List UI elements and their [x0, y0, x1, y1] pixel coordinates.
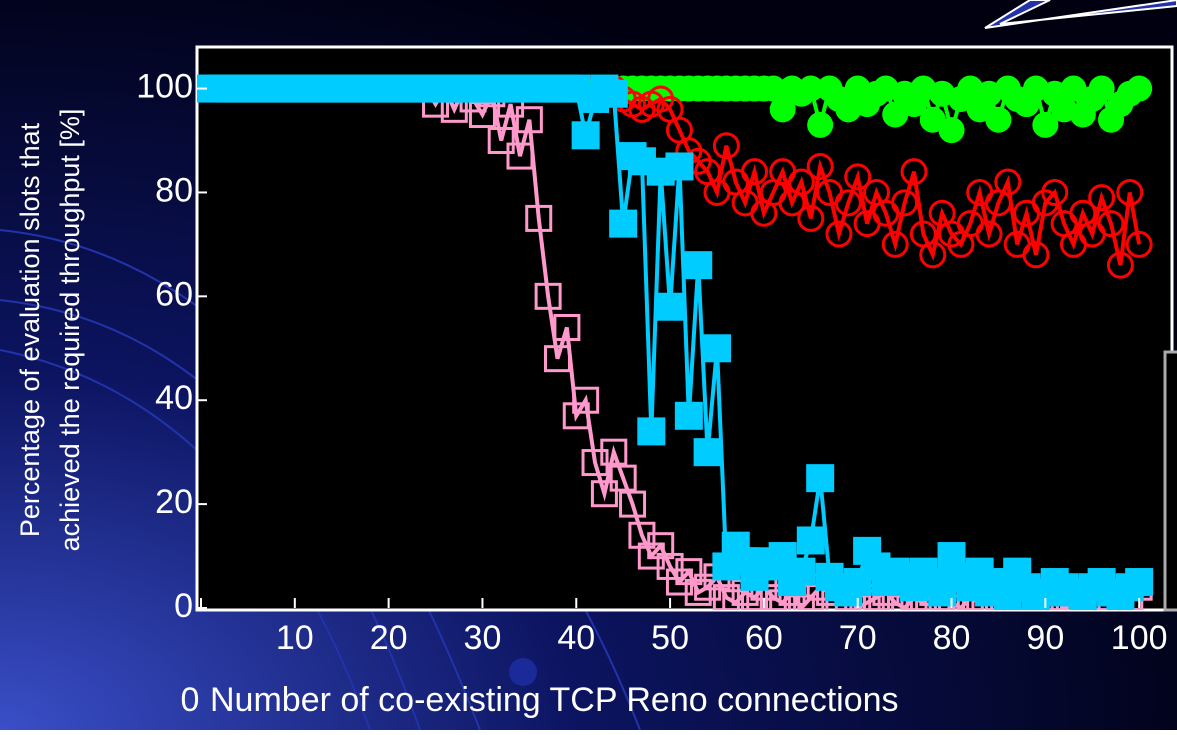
data-point [806, 464, 834, 492]
y-tick-label: 80 [155, 171, 193, 209]
data-point [572, 121, 600, 149]
y-tick-label: 60 [155, 275, 193, 313]
x-tick-label: 40 [557, 619, 595, 657]
x-axis-title: Number of co-existing TCP Reno connectio… [210, 681, 899, 719]
data-point [985, 107, 1011, 133]
y-axis-title: Percentage of evaluation slots that [15, 122, 45, 537]
legend-box [1165, 352, 1177, 610]
x-tick-label: 100 [1111, 619, 1168, 657]
data-point [656, 293, 684, 321]
data-point [703, 334, 731, 362]
y-tick-label: 0 [174, 587, 193, 625]
data-point [807, 112, 833, 138]
x-tick-label: 30 [464, 619, 502, 657]
data-point [637, 417, 665, 445]
x-tick-label: 80 [933, 619, 971, 657]
x-tick-label: 70 [839, 619, 877, 657]
x-tick-label: 20 [370, 619, 408, 657]
y-tick-label: 20 [155, 483, 193, 521]
x-tick-label: 0 [181, 681, 200, 719]
data-point [675, 402, 703, 430]
data-point [1125, 568, 1153, 596]
x-tick-label: 50 [651, 619, 689, 657]
y-axis-title: achieved the required throughput [%] [55, 109, 85, 552]
y-tick-label: 40 [155, 379, 193, 417]
data-point [797, 526, 825, 554]
x-tick-label: 10 [276, 619, 314, 657]
data-point [787, 558, 815, 586]
data-point [684, 251, 712, 279]
data-point [694, 438, 722, 466]
x-tick-label: 90 [1026, 619, 1064, 657]
x-tick-label: 60 [745, 619, 783, 657]
data-point [600, 80, 628, 108]
chart: Percentage of evaluation slots that achi… [0, 0, 1177, 730]
page: {"chart_data": {"type": "line", "xlabel"… [0, 0, 1177, 730]
data-point [609, 210, 637, 238]
data-point [665, 152, 693, 180]
data-point [939, 117, 965, 143]
data-point [1126, 76, 1152, 102]
y-tick-label: 100 [136, 68, 193, 106]
